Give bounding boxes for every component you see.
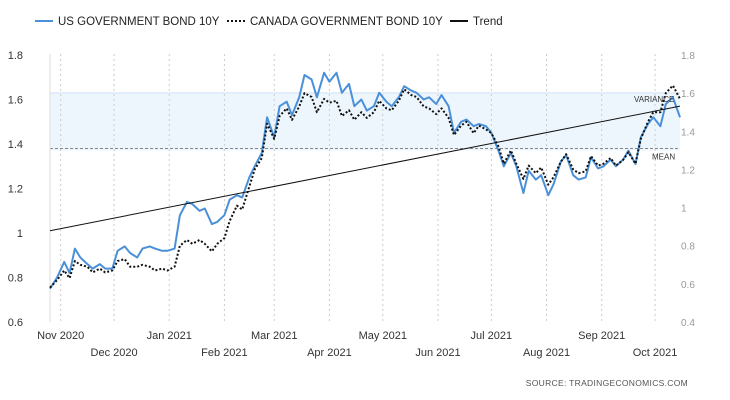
y-right-tick-label: 1.8 (681, 51, 695, 62)
y-right-tick-label: 1.4 (681, 127, 695, 138)
x-tick-label: Jul 2021 (471, 330, 513, 342)
x-tick-label: Apr 2021 (307, 347, 352, 359)
y-left-tick-label: 1.2 (8, 184, 23, 196)
mean-label: MEAN (652, 152, 675, 161)
us-bond-line (49, 71, 681, 290)
y-left-tick-label: 1 (17, 228, 23, 240)
x-tick-label: Feb 2021 (201, 347, 247, 359)
y-right-tick-label: 1.2 (681, 165, 695, 176)
x-tick-label: Mar 2021 (251, 330, 297, 342)
x-tick-label: Jan 2021 (147, 330, 192, 342)
y-left-tick-label: 1.8 (8, 50, 23, 62)
x-axis: Nov 2020 Dec 2020 Jan 2021 Feb 2021 Mar 2021… (37, 330, 677, 359)
y-left-tick-label: 1.4 (8, 139, 23, 151)
x-tick-label: Aug 2021 (523, 347, 570, 359)
annotation-layer: VARIANCE MEAN (634, 95, 675, 162)
grid-layer (50, 54, 680, 322)
x-tick-label: Oct 2021 (633, 347, 678, 359)
y-left-tick-label: 0.8 (8, 273, 23, 285)
variance-band-layer (50, 92, 680, 151)
y-left-tick-label: 1.6 (8, 95, 23, 107)
legend: US GOVERNMENT BOND 10Y CANADA GOVERNMENT … (35, 16, 503, 28)
canada-bond-line (49, 84, 681, 289)
x-tick-label: Jun 2021 (415, 347, 460, 359)
y-axis-left: 1.8 1.6 1.4 1.2 1 0.8 0.6 (8, 50, 51, 329)
y-axis-right: 1.8 1.6 1.4 1.2 1 0.8 0.6 0.4 (681, 51, 695, 329)
x-tick-label: Dec 2020 (91, 347, 138, 359)
y-right-tick-label: 1 (681, 204, 687, 215)
y-right-tick-label: 0.4 (681, 318, 695, 329)
y-right-tick-label: 0.8 (681, 242, 695, 253)
y-right-tick-label: 0.6 (681, 280, 695, 291)
legend-label: Trend (473, 16, 503, 28)
variance-label: VARIANCE (634, 95, 674, 104)
legend-label: CANADA GOVERNMENT BOND 10Y (250, 16, 443, 28)
legend-label: US GOVERNMENT BOND 10Y (58, 16, 220, 28)
x-tick-label: Nov 2020 (37, 330, 84, 342)
source-label: SOURCE: TRADINGECONOMICS.COM (526, 378, 688, 388)
y-left-tick-label: 0.6 (8, 317, 23, 329)
y-right-tick-label: 1.6 (681, 89, 695, 100)
variance-band (50, 92, 680, 151)
x-tick-label: Sep 2021 (578, 330, 625, 342)
x-tick-label: May 2021 (359, 330, 407, 342)
series-layer (49, 71, 681, 290)
trend-line (49, 105, 681, 232)
